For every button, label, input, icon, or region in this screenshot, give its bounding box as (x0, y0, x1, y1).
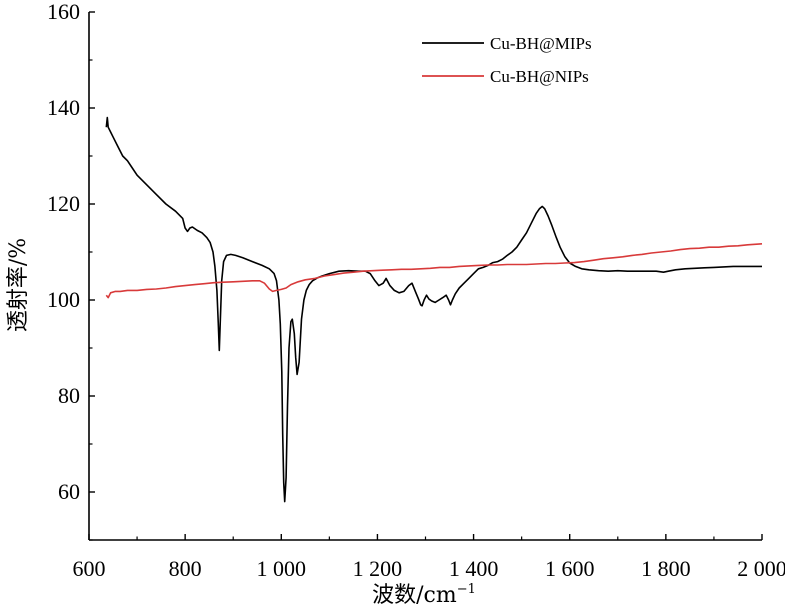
y-axis: 60 80 100 120 140 160 (47, 0, 95, 541)
y-tick-label: 60 (58, 479, 80, 504)
series-layer (105, 116, 763, 503)
x-tick-label: 800 (169, 556, 202, 581)
series-line-cu-bh-mips (105, 116, 762, 503)
x-tick-label: 600 (73, 556, 106, 581)
y-tick-label: 100 (47, 287, 80, 312)
x-tick-label: 1 000 (257, 556, 307, 581)
x-tick-label: 1 600 (545, 556, 595, 581)
x-tick-label: 1 200 (353, 556, 403, 581)
y-tick-label: 80 (58, 383, 80, 408)
x-tick-label: 2 000 (737, 556, 785, 581)
y-axis-title: 透射率/% (6, 238, 31, 332)
x-tick-label: 1 800 (641, 556, 691, 581)
x-axis-title-superscript: −1 (457, 582, 476, 597)
y-tick-label: 120 (47, 191, 80, 216)
y-tick-label: 140 (47, 95, 80, 120)
legend: Cu-BH@MIPs Cu-BH@NIPs (422, 34, 592, 86)
x-axis-title: 波数/cm−1 (372, 582, 476, 608)
legend-label: Cu-BH@NIPs (490, 67, 589, 86)
y-tick-label: 160 (47, 0, 80, 24)
x-tick-label: 1 400 (449, 556, 499, 581)
legend-label: Cu-BH@MIPs (490, 34, 592, 53)
x-axis: 600 800 1 000 1 200 1 400 1 600 1 800 2 000 (73, 534, 785, 581)
series-line-cu-bh-nips (105, 243, 763, 299)
x-axis-title-text: 波数/cm (372, 583, 457, 608)
